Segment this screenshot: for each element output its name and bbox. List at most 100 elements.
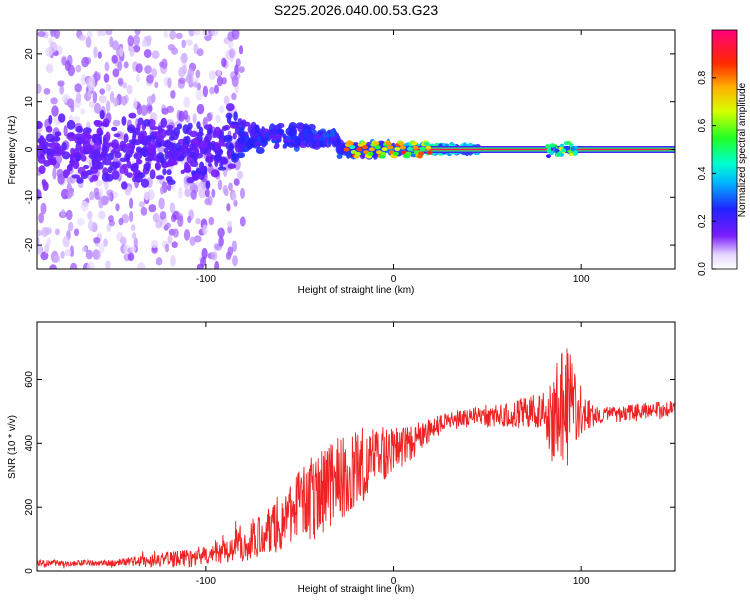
spectrogram-cell: [550, 143, 556, 148]
spectrogram-cell: [96, 127, 101, 135]
spectrogram-cell: [60, 209, 66, 218]
spectrogram-cell: [221, 125, 228, 132]
spectrogram-cell: [152, 212, 160, 223]
colorbar-label: Normalized spectral amplitude: [737, 82, 748, 217]
spectrogram-cell: [354, 152, 361, 156]
spectrogram-cell: [37, 30, 46, 38]
spectrogram-cell: [61, 188, 69, 200]
spectrogram-cell: [236, 152, 245, 159]
colorbar-tick-label: 0.6: [697, 118, 708, 132]
spectrogram-cell: [120, 236, 127, 244]
spectrogram-cell: [62, 235, 70, 248]
spectrogram-cell: [178, 187, 183, 199]
spectrogram-cell: [169, 202, 176, 214]
spectrogram-cell: [170, 90, 176, 99]
spectrogram-cell: [227, 163, 237, 169]
spectrogram-cell: [195, 88, 204, 101]
spectrogram-cell: [206, 112, 212, 122]
spectrogram-cell: [98, 188, 104, 198]
y-tick-label: -20: [24, 237, 35, 252]
spectrogram-cell: [146, 95, 154, 106]
spectrogram-cell: [74, 83, 82, 93]
spectrogram-cell: [53, 254, 61, 263]
spectrogram-cell: [45, 64, 52, 72]
spectrogram-cell: [73, 116, 81, 123]
y-tick-label: 0: [24, 568, 35, 574]
spectrogram-cell: [306, 134, 312, 144]
spectrogram-cell: [196, 48, 204, 57]
spectrogram-cell: [125, 154, 131, 161]
spectrogram-cell: [202, 30, 211, 37]
spectrogram-cell: [147, 144, 156, 154]
spectrogram-cell: [86, 30, 93, 38]
spectrogram-cell: [346, 151, 351, 159]
spectrogram-cell: [113, 133, 121, 138]
spectrogram-cell: [120, 95, 128, 106]
spectrogram-cell: [412, 145, 419, 150]
x-tick-label: -100: [196, 274, 216, 285]
spectrogram-cell: [73, 228, 80, 237]
spectrogram-cell: [125, 143, 131, 152]
spectrogram-cell: [385, 141, 392, 146]
carrier-band-core: [412, 148, 675, 151]
spectrogram-cell: [156, 152, 165, 160]
spectrogram-cell: [194, 153, 204, 159]
spectrogram-cell: [37, 83, 42, 94]
spectrogram-cell: [336, 153, 343, 159]
spectrogram-cell: [127, 126, 135, 132]
spectrogram-cell: [57, 80, 65, 87]
spectrogram-cell: [546, 154, 551, 159]
spectrogram-cell: [288, 122, 297, 131]
spectrogram-cell: [117, 61, 123, 72]
spectrogram-cell: [208, 162, 212, 167]
spectrogram-cell: [206, 127, 213, 135]
spectrogram-cell: [225, 112, 233, 119]
spectrogram-cell: [119, 157, 128, 163]
spectrogram-cell: [107, 152, 114, 161]
spectrogram-cell: [112, 119, 121, 127]
spectrogram-cell: [178, 77, 186, 84]
spectrogram-cell: [123, 61, 129, 69]
spectrogram-cell: [169, 30, 177, 40]
spectrogram-cell: [368, 147, 375, 152]
spectrogram-cell: [284, 137, 289, 142]
spectrogram-cell: [111, 40, 120, 51]
spectrogram-cell: [242, 121, 251, 127]
spectrogram-cell: [146, 74, 154, 84]
spectrogram-cell: [405, 151, 412, 156]
spectrogram-cell: [202, 224, 208, 235]
spectrogram-cell: [127, 35, 134, 47]
spectrogram-cell: [394, 147, 401, 151]
spectrogram-cell: [207, 195, 213, 206]
x-tick-label: -100: [196, 576, 216, 587]
spectrogram-cell: [151, 50, 160, 59]
spectrogram-cell: [213, 126, 222, 136]
spectrogram-cell: [75, 153, 82, 162]
spectrogram-cell: [88, 75, 95, 88]
spectrogram-cell: [170, 255, 176, 267]
spectrogram-cell: [98, 210, 106, 220]
spectrogram-cell: [192, 81, 199, 88]
spectrogram-cell: [183, 96, 191, 108]
spectrogram-cell: [87, 211, 93, 220]
spectrogram-cell: [69, 159, 75, 167]
spectrogram-cell: [215, 114, 221, 123]
spectrogram-cell: [175, 32, 183, 40]
spectrogram-cell: [425, 145, 432, 150]
spectrogram-cell: [180, 146, 190, 154]
spectrogram-cell: [219, 105, 225, 114]
x-tick-label: 0: [391, 576, 397, 587]
spectrogram-cell: [167, 183, 172, 192]
spectrogram-cell: [127, 252, 135, 262]
spectrogram-cell: [193, 30, 201, 36]
spectrogram-cell: [193, 235, 202, 243]
x-tick-label: 100: [573, 274, 590, 285]
spectrogram-cell: [41, 179, 47, 187]
spectrogram-cell: [111, 54, 118, 64]
spectrogram-cell: [167, 234, 173, 244]
spectrogram-cell: [350, 150, 357, 154]
spectrogram-cell: [220, 157, 229, 165]
spectrogram-cell: [303, 128, 309, 138]
spectrogram-cell: [418, 151, 425, 156]
spectrogram-cell: [231, 191, 237, 202]
